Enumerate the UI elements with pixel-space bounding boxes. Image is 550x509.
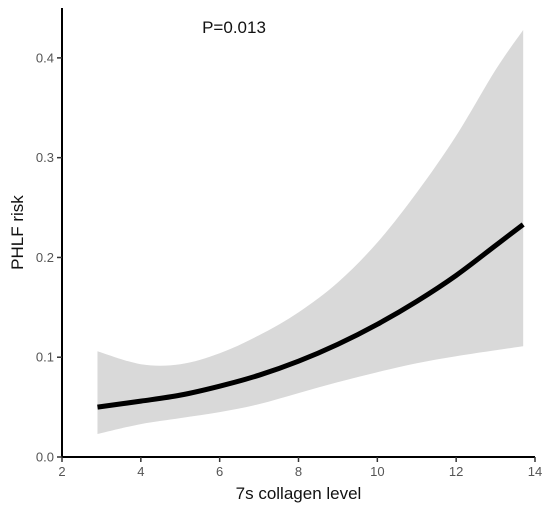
y-tick-label: 0.4 [36,50,54,65]
x-tick-label: 4 [137,464,144,479]
x-tick-label: 2 [58,464,65,479]
ticks: 2 4 6 8 10 12 14 0.0 0.1 0.2 0.3 0.4 [36,50,542,479]
x-tick-label: 8 [295,464,302,479]
x-axis-title: 7s collagen level [236,484,362,503]
x-tick-label: 10 [370,464,384,479]
p-value-annotation: P=0.013 [202,18,266,37]
x-tick-label: 14 [528,464,542,479]
y-tick-label: 0.3 [36,150,54,165]
x-tick-label: 6 [216,464,223,479]
y-tick-label: 0.0 [36,450,54,465]
confidence-band-layer [97,29,524,435]
x-tick-label: 12 [449,464,463,479]
y-tick-label: 0.1 [36,350,54,365]
y-axis-title: PHLF risk [8,195,27,270]
curve-layer [97,222,525,410]
confidence-band [97,29,524,435]
y-tick-label: 0.2 [36,250,54,265]
risk-curve [97,222,525,410]
